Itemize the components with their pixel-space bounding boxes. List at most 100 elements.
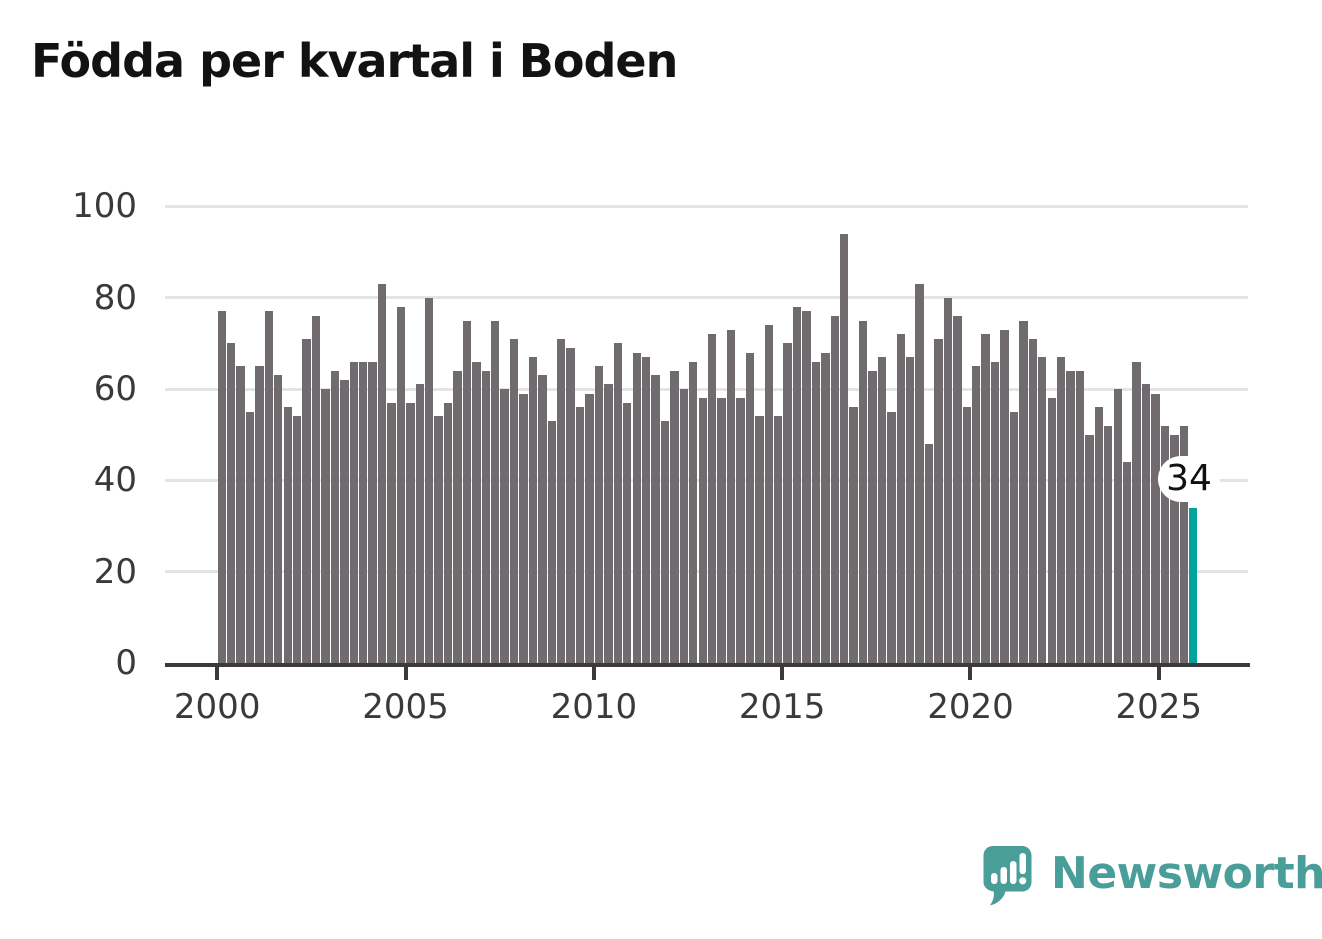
chart-bar <box>1075 370 1085 663</box>
chart-bar <box>274 375 283 663</box>
chart-bar <box>547 421 556 663</box>
chart-bar <box>575 407 585 663</box>
chart-bar <box>1028 338 1038 663</box>
highlight-value-bubble: 34 <box>1158 456 1220 502</box>
chart-bar <box>679 389 689 663</box>
y-axis-tick-label: 0 <box>115 643 137 683</box>
chart-bar <box>623 402 632 663</box>
chart-bar <box>972 366 981 663</box>
chart-bar <box>226 343 236 663</box>
chart-bar <box>962 407 972 663</box>
x-axis-tick-mark <box>403 667 408 680</box>
chart-title: Födda per kvartal i Boden <box>31 34 678 88</box>
chart-bar <box>1132 361 1141 663</box>
x-axis-line <box>165 663 1250 667</box>
chart-bar <box>830 315 839 663</box>
chart-bar <box>481 370 490 663</box>
x-axis-tick-mark <box>591 667 596 680</box>
gridline <box>165 204 1248 208</box>
chart-bar <box>858 320 868 663</box>
chart-bar <box>415 384 424 663</box>
newsworthy-logo-icon <box>983 846 1032 906</box>
highlight-value-label: 34 <box>1166 458 1212 499</box>
y-axis-tick-label: 20 <box>93 551 137 592</box>
chart-bar <box>990 361 1000 663</box>
chart-bar <box>453 370 462 663</box>
chart-bar <box>368 361 377 663</box>
chart-bar <box>245 411 255 663</box>
chart-bar <box>330 370 340 663</box>
chart-bar <box>877 357 887 663</box>
chart-bar <box>755 416 764 663</box>
x-axis-tick-mark <box>968 667 973 680</box>
chart-bar <box>707 334 717 663</box>
y-axis-tick-label: 100 <box>72 186 137 227</box>
chart-bar <box>802 311 811 663</box>
chart-bar <box>1066 370 1075 663</box>
chart-bar <box>500 389 509 663</box>
chart-bar <box>792 306 802 663</box>
chart-bar <box>689 361 698 663</box>
chart-bar <box>585 393 594 663</box>
chart-bar <box>264 311 274 663</box>
chart-bar <box>509 338 519 663</box>
x-axis-tick-mark <box>1156 667 1161 680</box>
chart-bar <box>255 366 264 663</box>
chart-bar <box>1019 320 1028 663</box>
chart-bar <box>953 315 962 663</box>
chart-bar <box>358 361 368 663</box>
chart-bar <box>896 334 905 663</box>
chart-bar <box>566 347 575 663</box>
chart-bar <box>1085 434 1094 663</box>
chart-bar <box>396 306 406 663</box>
chart-bar <box>887 411 896 663</box>
chart-bar <box>594 366 604 663</box>
chart-bar <box>377 284 387 663</box>
chart-bar <box>292 416 302 663</box>
chart-bar <box>1038 357 1047 663</box>
x-axis-tick-mark <box>215 667 220 680</box>
chart-bar <box>924 443 934 663</box>
chart-bar <box>811 361 821 663</box>
chart-bar <box>528 357 538 663</box>
chart-bar <box>736 398 745 663</box>
chart-bar <box>1160 425 1170 663</box>
newsworthy-logo-text: Newsworthy <box>1051 848 1322 899</box>
x-axis-tick-label: 2015 <box>738 687 826 727</box>
chart-bar <box>321 389 330 663</box>
y-axis-tick-label: 40 <box>93 460 137 501</box>
chart-bar <box>425 297 434 663</box>
x-axis-tick-label: 2010 <box>550 687 638 727</box>
chart-bar <box>641 357 651 663</box>
chart-bar <box>434 416 443 663</box>
chart-bar <box>934 338 943 663</box>
chart-bar <box>651 375 660 663</box>
chart-bar <box>764 325 773 663</box>
chart-bar <box>1151 393 1160 663</box>
chart-bar <box>613 343 623 663</box>
chart-bar <box>915 284 924 663</box>
chart-bar <box>236 366 245 663</box>
chart-bar <box>981 334 990 663</box>
chart-bar <box>1141 384 1151 663</box>
chart-bar <box>849 407 858 663</box>
chart-bar <box>462 320 472 663</box>
y-axis-tick-label: 80 <box>93 277 137 318</box>
chart-bar <box>557 338 566 663</box>
chart-bar <box>1179 425 1188 663</box>
chart-bar <box>745 352 755 663</box>
chart-bar <box>726 329 736 663</box>
chart-bar <box>660 421 670 663</box>
chart-bar <box>302 338 311 663</box>
chart-bar <box>538 375 547 663</box>
chart-bar <box>1009 411 1019 663</box>
chart-bar <box>1113 389 1122 663</box>
chart-bar <box>1047 398 1056 663</box>
chart-bar <box>840 233 849 663</box>
chart-bar <box>519 393 528 663</box>
x-axis-tick-mark <box>780 667 785 680</box>
chart-bar <box>349 361 358 663</box>
chart-bar <box>1170 434 1179 663</box>
gridline <box>165 387 1248 391</box>
chart-bar <box>670 370 679 663</box>
